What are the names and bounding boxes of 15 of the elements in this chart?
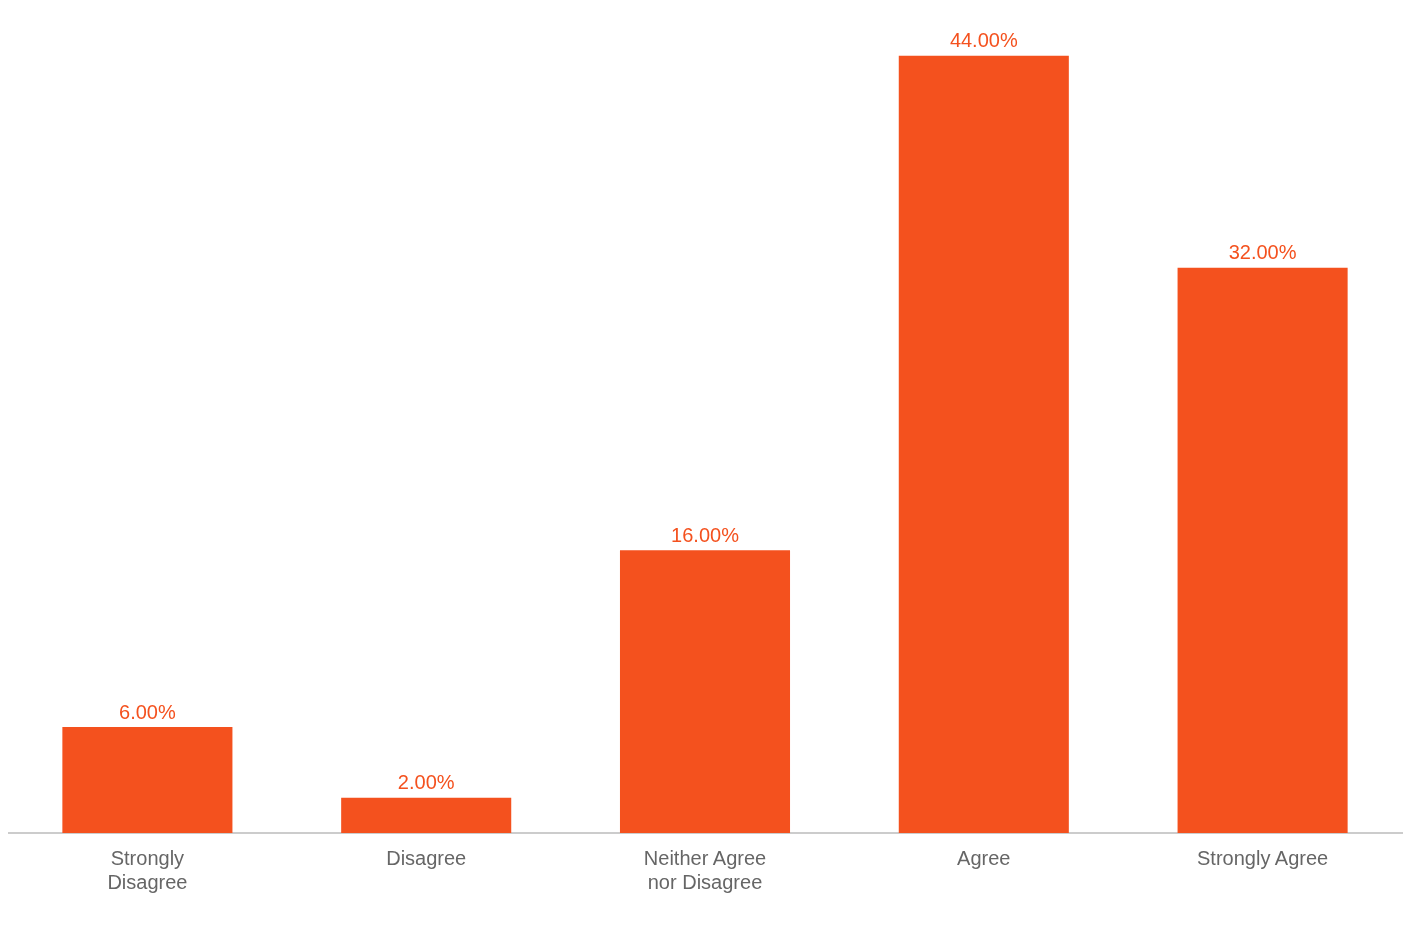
x-tick-label: Neither Agree nor Disagree [643,846,767,893]
x-tick-label: Agree [957,846,1011,869]
data-label: 32.00% [1228,241,1297,264]
x-tick-label: Disagree [386,846,467,869]
bar [1177,267,1348,833]
bar [619,550,791,833]
data-label: 6.00% [119,700,176,723]
data-label: 2.00% [397,771,455,794]
bar [341,797,512,833]
bar [62,727,233,833]
data-label: 16.00% [671,523,740,546]
x-tick-label: Strongly Disagree [107,846,188,893]
x-tick-label: Strongly Agree [1197,846,1329,869]
bar [898,55,1069,833]
data-label: 44.00% [949,29,1018,52]
